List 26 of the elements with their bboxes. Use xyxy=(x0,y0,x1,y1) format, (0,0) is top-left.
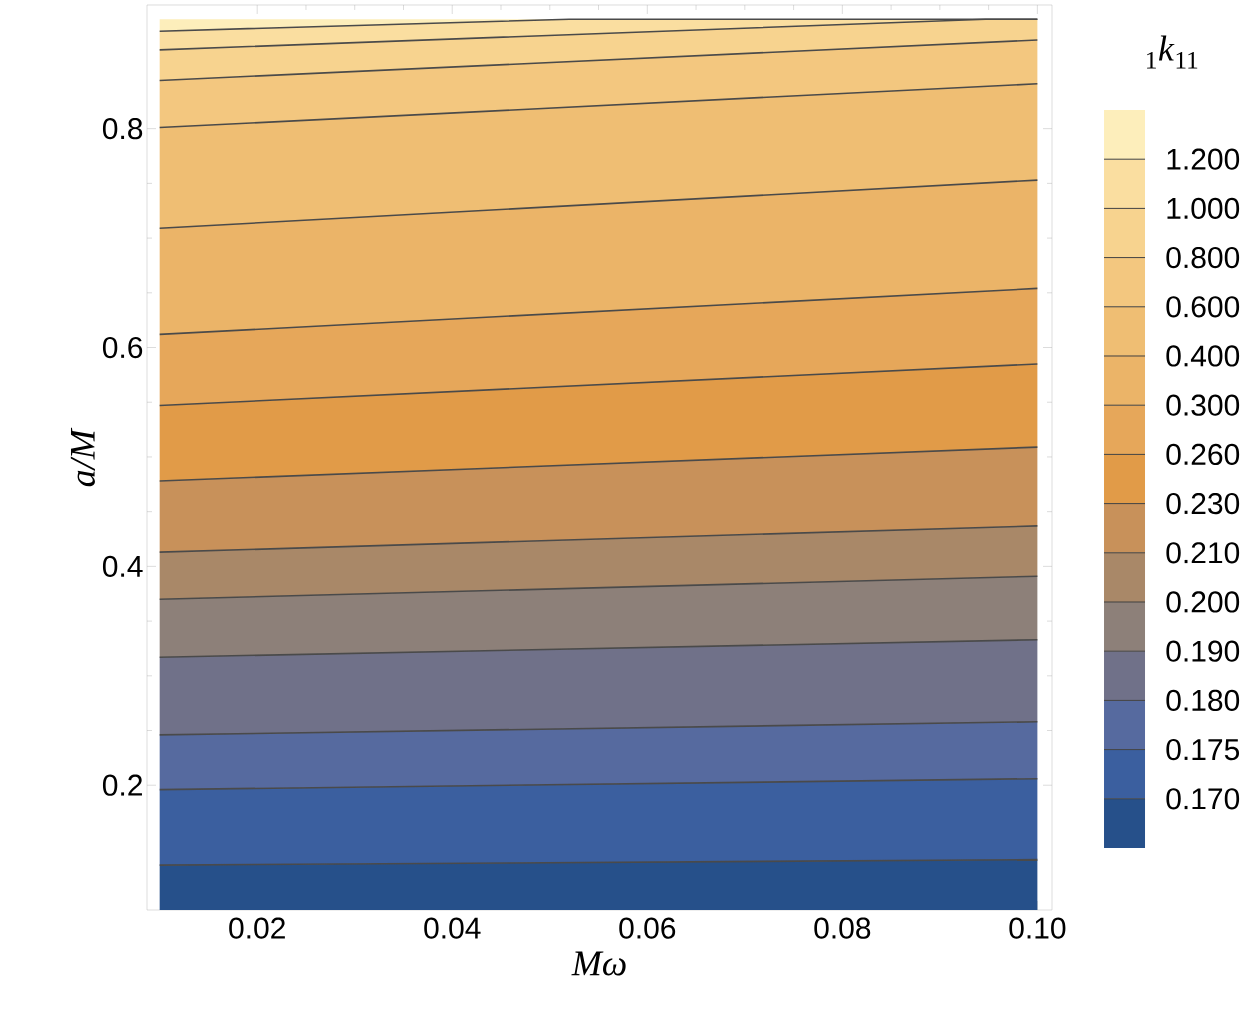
legend-label: 1.200 xyxy=(1167,148,1240,170)
legend-label: 1.000 xyxy=(1167,197,1240,220)
x-tick-label: 0.02 xyxy=(229,917,285,939)
legend-label: 0.180 xyxy=(1166,689,1240,712)
x-axis-title: Mω xyxy=(571,951,626,976)
y-tick-label: 0.2 xyxy=(102,774,142,796)
x-tick-label: 0.06 xyxy=(619,917,676,939)
legend-label: 0.170 xyxy=(1166,788,1240,810)
legend-label: 0.300 xyxy=(1166,394,1240,416)
legend-label: 0.600 xyxy=(1166,296,1240,318)
y-tick-label: 0.4 xyxy=(102,555,143,577)
legend-label: 0.175 xyxy=(1166,738,1240,761)
legend-label: 0.190 xyxy=(1166,640,1240,662)
legend-label: 0.400 xyxy=(1166,345,1240,367)
legend-label: 0.260 xyxy=(1166,443,1240,466)
legend-label: 0.230 xyxy=(1166,492,1240,515)
x-tick-label: 0.08 xyxy=(814,917,871,939)
x-tick-label: 0.10 xyxy=(1009,917,1066,939)
legend-label: 0.210 xyxy=(1166,542,1240,564)
color-bar-title: $_{1}$k$_{11}$ xyxy=(1147,35,1198,69)
legend-label: 0.800 xyxy=(1166,246,1240,269)
x-tick-label: 0.04 xyxy=(424,917,481,939)
legend-label: 0.200 xyxy=(1166,591,1240,613)
y-tick-label: 0.8 xyxy=(102,118,143,140)
y-axis-title: a/M xyxy=(70,427,95,487)
y-tick-label: 0.6 xyxy=(102,336,143,359)
